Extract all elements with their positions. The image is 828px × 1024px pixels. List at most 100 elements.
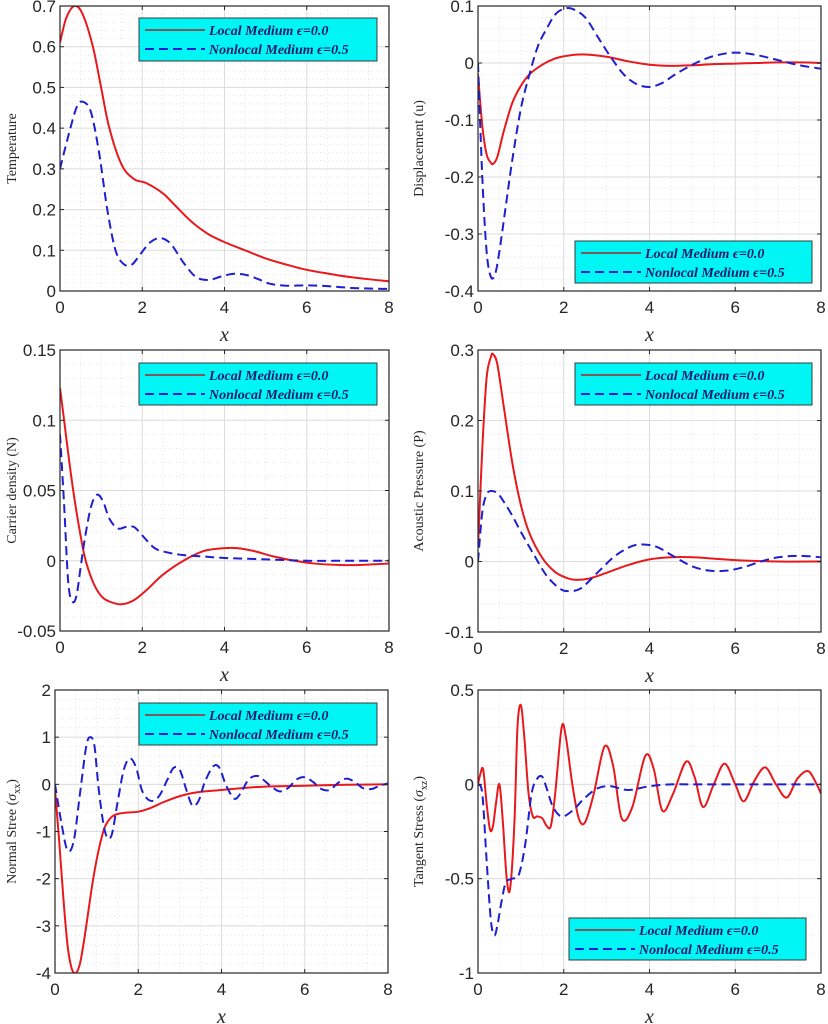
- y-axis-label: Temperature: [5, 113, 20, 184]
- y-tick-label: 0.1: [450, 0, 474, 16]
- y-tick-label: 0.05: [23, 482, 56, 501]
- y-tick-label: 0.6: [32, 38, 56, 57]
- y-tick-label: -0.05: [17, 622, 56, 641]
- series-line-nonlocal: [478, 489, 821, 593]
- legend-label-nonlocal: Nonlocal Medium ϵ=0.5: [644, 266, 785, 281]
- y-tick-label: -0.5: [445, 870, 474, 889]
- x-axis-label: x: [219, 664, 229, 686]
- legend: Local Medium ϵ=0.0 Nonlocal Medium ϵ=0.5: [574, 240, 813, 284]
- y-tick-label: 0.1: [32, 411, 56, 430]
- legend-label-nonlocal: Nonlocal Medium ϵ=0.5: [644, 388, 785, 403]
- series-group: [478, 6, 821, 280]
- chart-panel-temperature: 0 2 4 6 8 0 0.1 0.2 0.3 0.4 0.5 0.6 0.7 x Temperature L…: [5, 0, 394, 346]
- x-tick-label: 2: [559, 298, 568, 317]
- x-tick-label: 0: [473, 639, 482, 658]
- y-axis-label: Tangent Stress (σxz): [412, 776, 430, 887]
- legend-box: [574, 362, 813, 406]
- x-tick-label: 0: [50, 980, 59, 999]
- legend-box: [568, 917, 807, 961]
- y-tick-label: 0.15: [23, 341, 56, 360]
- legend-label-local: Local Medium ϵ=0.0: [638, 924, 758, 939]
- y-tick-label: 0: [465, 553, 474, 572]
- legend-label-local: Local Medium ϵ=0.0: [208, 24, 328, 39]
- y-axis-label-subscript: xx: [12, 784, 23, 794]
- x-tick-label: 8: [384, 638, 393, 657]
- series-line-local: [60, 6, 389, 283]
- series-group: [478, 703, 821, 937]
- legend-label-nonlocal: Nonlocal Medium ϵ=0.5: [638, 943, 779, 958]
- x-axis-label: x: [216, 1006, 226, 1024]
- y-tick-label: 0.3: [450, 341, 474, 360]
- y-axis-label-symbol: σ: [412, 789, 427, 797]
- x-tick-label: 2: [138, 638, 147, 657]
- x-tick-label: 6: [302, 638, 311, 657]
- x-tick-label: 2: [138, 298, 147, 317]
- legend: Local Medium ϵ=0.0 Nonlocal Medium ϵ=0.5: [138, 362, 378, 406]
- x-tick-label: 4: [645, 298, 654, 317]
- y-tick-label: -2: [36, 870, 51, 889]
- series-group: [55, 736, 388, 973]
- series-group: [60, 387, 389, 606]
- y-tick-label: 1: [42, 728, 51, 747]
- series-line-local: [478, 352, 821, 581]
- x-tick-label: 2: [134, 980, 143, 999]
- legend-label-nonlocal: Nonlocal Medium ϵ=0.5: [208, 388, 349, 403]
- y-axis-label-close: ): [5, 779, 20, 784]
- y-tick-label: 0.2: [450, 412, 474, 431]
- y-axis-label: Acoustic Pressure (P): [412, 430, 427, 552]
- y-tick-label: 0: [47, 282, 56, 301]
- x-axis-label: x: [644, 665, 654, 687]
- y-axis-label: Normal Stree (σxx): [5, 779, 23, 884]
- series-line-nonlocal: [478, 774, 821, 937]
- legend-label-local: Local Medium ϵ=0.0: [208, 709, 328, 724]
- x-tick-label: 0: [55, 298, 64, 317]
- y-tick-label: -3: [36, 917, 51, 936]
- x-tick-label: 8: [383, 980, 392, 999]
- legend-box: [138, 362, 378, 406]
- x-tick-label: 4: [220, 298, 229, 317]
- y-tick-label: 0.4: [32, 119, 56, 138]
- y-tick-label: -0.1: [445, 111, 474, 130]
- x-tick-label: 2: [559, 639, 568, 658]
- y-axis-label-symbol: σ: [5, 793, 20, 801]
- y-tick-label: 0.1: [450, 482, 474, 501]
- chart-panel-normal_stress: 0 2 4 6 8 -4 -3 -2 -1 0 1 2 x Normal Stree (σxx) Local…: [5, 681, 393, 1024]
- y-tick-label: 0: [465, 54, 474, 73]
- legend-label-local: Local Medium ϵ=0.0: [644, 247, 764, 262]
- legend: Local Medium ϵ=0.0 Nonlocal Medium ϵ=0.5: [138, 17, 378, 62]
- legend-box: [138, 17, 378, 62]
- legend-label-local: Local Medium ϵ=0.0: [208, 369, 328, 384]
- y-axis-label-subscript: xz: [419, 780, 430, 790]
- y-tick-label: 0.5: [450, 681, 474, 700]
- legend: Local Medium ϵ=0.0 Nonlocal Medium ϵ=0.5: [568, 917, 807, 961]
- y-tick-label: 0: [42, 775, 51, 794]
- legend-label-nonlocal: Nonlocal Medium ϵ=0.5: [208, 728, 349, 743]
- y-axis-label-text: Tangent Stress (: [412, 797, 427, 887]
- y-tick-label: 0.5: [32, 78, 56, 97]
- x-tick-label: 8: [816, 298, 825, 317]
- x-tick-label: 4: [645, 639, 654, 658]
- y-tick-label: -4: [36, 964, 51, 983]
- series-line-local: [478, 703, 821, 894]
- y-axis-label: Displacement (u): [412, 100, 427, 197]
- x-tick-label: 0: [473, 298, 482, 317]
- chart-panel-displacement: 0 2 4 6 8 -0.4 -0.3 -0.2 -0.1 0 0.1 x Displacement (…: [412, 0, 826, 346]
- series-line-local: [478, 53, 821, 166]
- y-tick-label: 2: [42, 681, 51, 700]
- x-tick-label: 8: [816, 639, 825, 658]
- y-tick-label: -0.1: [445, 623, 474, 642]
- series-group: [478, 352, 821, 593]
- y-tick-label: 0.7: [32, 0, 56, 16]
- y-tick-label: -0.3: [445, 225, 474, 244]
- x-axis-label: x: [644, 1006, 654, 1024]
- x-tick-label: 6: [731, 980, 740, 999]
- y-tick-label: -1: [459, 964, 474, 983]
- x-tick-label: 4: [220, 638, 229, 657]
- series-line-nonlocal: [478, 6, 821, 280]
- legend-label-local: Local Medium ϵ=0.0: [644, 369, 764, 384]
- chart-panel-tangent_stress: 0 2 4 6 8 -1 -0.5 0 0.5 x Tangent Stress (σxz) Loca…: [412, 681, 826, 1024]
- series-line-nonlocal: [55, 736, 388, 853]
